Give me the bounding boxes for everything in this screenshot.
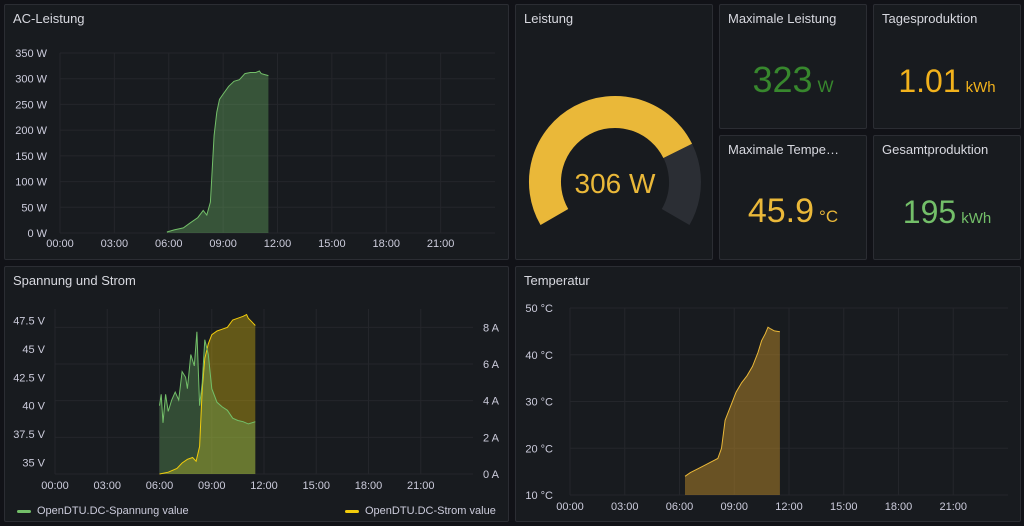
- panel-title[interactable]: Maximale Tempe…: [728, 142, 840, 157]
- x-axis-tick: 21:00: [407, 480, 435, 492]
- max-power-value: 323 W: [752, 59, 834, 100]
- temperature-panel[interactable]: Temperatur 50 °C 40 °C 30 °C 20 °C 10 °C 00:…: [515, 266, 1021, 522]
- y-axis-tick: 100 W: [15, 177, 47, 189]
- x-axis-tick: 15:00: [830, 501, 858, 513]
- x-axis-tick: 15:00: [318, 238, 346, 250]
- voltage-current-chart[interactable]: 47.5 V 45 V 42.5 V 40 V 37.5 V 35 V 8 A 6 A 4 A…: [5, 267, 509, 522]
- current-line: [159, 313, 256, 475]
- legend-label: OpenDTU.DC-Spannung value: [37, 505, 189, 517]
- y-axis-tick: 10 °C: [525, 490, 553, 502]
- legend-swatch: [17, 509, 31, 513]
- y-axis-tick: 2 A: [483, 432, 500, 444]
- x-axis-tick: 12:00: [264, 238, 292, 250]
- legend-item-current[interactable]: OpenDTU.DC-Strom value: [345, 505, 496, 517]
- x-axis-tick: 09:00: [720, 501, 748, 513]
- voltage-current-panel[interactable]: Spannung und Strom 47.5 V 45 V 42.5 V 40 V 3…: [4, 266, 509, 522]
- ac-power-panel[interactable]: AC-Leistung 350 W 300 W 250 W 200 W 150 W 100…: [4, 4, 509, 260]
- y-axis-tick: 300 W: [15, 74, 47, 86]
- legend-item-voltage[interactable]: OpenDTU.DC-Spannung value: [17, 505, 189, 517]
- x-axis-tick: 09:00: [209, 238, 237, 250]
- current-area: [159, 314, 256, 474]
- y-axis-tick: 47.5 V: [13, 315, 45, 327]
- legend-label: OpenDTU.DC-Strom value: [365, 505, 496, 517]
- daily-production-value: 1.01 kWh: [898, 63, 996, 99]
- panel-title[interactable]: Temperatur: [524, 273, 590, 288]
- y-axis-tick: 20 °C: [525, 443, 553, 455]
- y-axis-tick: 45 V: [22, 344, 45, 356]
- temperature-line: [684, 326, 780, 477]
- x-axis-tick: 03:00: [611, 501, 639, 513]
- y-axis-tick: 40 °C: [525, 350, 553, 362]
- y-axis-tick: 50 °C: [525, 303, 553, 315]
- total-production-stat-panel[interactable]: Gesamtproduktion 195 kWh: [873, 135, 1021, 260]
- y-axis-tick: 35 V: [22, 458, 45, 470]
- x-axis-tick: 00:00: [41, 480, 69, 492]
- y-axis-tick: 37.5 V: [13, 429, 45, 441]
- ac-power-line: [166, 70, 269, 233]
- y-axis-tick: 350 W: [15, 48, 47, 60]
- x-axis-tick: 21:00: [427, 238, 455, 250]
- x-axis-tick: 18:00: [885, 501, 913, 513]
- temperature-area: [685, 327, 780, 495]
- x-axis-tick: 18:00: [355, 480, 383, 492]
- x-axis-tick: 09:00: [198, 480, 226, 492]
- y-axis-tick: 50 W: [21, 202, 47, 214]
- temperature-chart[interactable]: 50 °C 40 °C 30 °C 20 °C 10 °C 00:00 03:00 06:0…: [516, 267, 1021, 522]
- x-axis-tick: 03:00: [93, 480, 121, 492]
- power-gauge: 306 W: [529, 96, 701, 225]
- y-axis-tick: 0 W: [27, 228, 47, 240]
- max-temperature-stat-panel[interactable]: Maximale Tempe… 45.9 °C: [719, 135, 867, 260]
- x-axis-tick: 06:00: [666, 501, 694, 513]
- panel-title[interactable]: Maximale Leistung: [728, 11, 837, 26]
- panel-title[interactable]: Gesamtproduktion: [882, 142, 989, 157]
- y-axis-tick: 0 A: [483, 469, 500, 481]
- voltage-area: [159, 331, 256, 474]
- max-power-stat-panel[interactable]: Maximale Leistung 323 W: [719, 4, 867, 129]
- y-axis-tick: 150 W: [15, 151, 47, 163]
- gauge-value-arc: [529, 96, 693, 225]
- y-axis-tick: 6 A: [483, 359, 500, 371]
- x-axis-tick: 03:00: [101, 238, 129, 250]
- y-axis-tick: 8 A: [483, 322, 500, 334]
- ac-power-area: [166, 71, 269, 233]
- x-axis-tick: 00:00: [556, 501, 584, 513]
- x-axis-tick: 21:00: [939, 501, 967, 513]
- daily-production-stat-panel[interactable]: Tagesproduktion 1.01 kWh: [873, 4, 1021, 129]
- panel-title[interactable]: Spannung und Strom: [13, 273, 136, 288]
- y-axis-tick: 30 °C: [525, 397, 553, 409]
- panel-title[interactable]: Leistung: [524, 11, 574, 26]
- x-axis-tick: 12:00: [250, 480, 278, 492]
- max-temperature-value: 45.9 °C: [747, 192, 839, 230]
- x-axis-tick: 12:00: [775, 501, 803, 513]
- panel-title[interactable]: AC-Leistung: [13, 11, 85, 26]
- voltage-line: [159, 331, 256, 425]
- y-axis-tick: 4 A: [483, 396, 500, 408]
- y-axis-tick: 200 W: [15, 125, 47, 137]
- legend-swatch: [345, 509, 359, 513]
- ac-power-chart[interactable]: 350 W 300 W 250 W 200 W 150 W 100 W 50 W 0 W 00…: [5, 5, 509, 260]
- x-axis-tick: 06:00: [146, 480, 174, 492]
- panel-title[interactable]: Tagesproduktion: [882, 11, 978, 26]
- x-axis-tick: 15:00: [302, 480, 330, 492]
- x-axis-tick: 18:00: [372, 238, 400, 250]
- total-production-value: 195 kWh: [902, 194, 992, 230]
- gauge-value-text: 306 W: [575, 168, 656, 199]
- y-axis-tick: 250 W: [15, 99, 47, 111]
- x-axis-tick: 00:00: [46, 238, 74, 250]
- x-axis-tick: 06:00: [155, 238, 183, 250]
- y-axis-tick: 42.5 V: [13, 372, 45, 384]
- y-axis-tick: 40 V: [22, 401, 45, 413]
- power-gauge-panel[interactable]: Leistung 306 W: [515, 4, 713, 260]
